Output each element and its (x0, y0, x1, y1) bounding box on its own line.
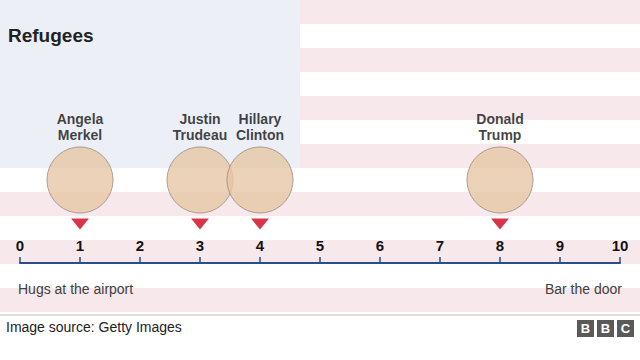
svg-text:6: 6 (376, 237, 384, 254)
svg-text:B: B (581, 321, 590, 336)
svg-text:Refugees: Refugees (8, 25, 94, 46)
svg-text:Hillary: Hillary (239, 111, 282, 127)
svg-text:4: 4 (256, 237, 265, 254)
svg-text:10: 10 (612, 237, 629, 254)
svg-text:9: 9 (556, 237, 564, 254)
svg-text:8: 8 (496, 237, 504, 254)
svg-text:Angela: Angela (57, 111, 104, 127)
svg-text:0: 0 (16, 237, 24, 254)
svg-text:2: 2 (136, 237, 144, 254)
svg-text:Trump: Trump (479, 127, 522, 143)
svg-text:Clinton: Clinton (236, 127, 284, 143)
svg-text:Merkel: Merkel (58, 127, 102, 143)
svg-text:B: B (601, 321, 610, 336)
svg-text:1: 1 (76, 237, 84, 254)
svg-text:Trudeau: Trudeau (173, 127, 227, 143)
svg-text:Donald: Donald (476, 111, 523, 127)
svg-text:Image source: Getty Images: Image source: Getty Images (6, 319, 182, 335)
svg-text:C: C (621, 321, 631, 336)
svg-text:7: 7 (436, 237, 444, 254)
svg-text:5: 5 (316, 237, 324, 254)
svg-text:Bar the door: Bar the door (545, 281, 622, 297)
svg-text:3: 3 (196, 237, 204, 254)
svg-text:Hugs at the airport: Hugs at the airport (18, 281, 133, 297)
svg-text:Justin: Justin (179, 111, 220, 127)
